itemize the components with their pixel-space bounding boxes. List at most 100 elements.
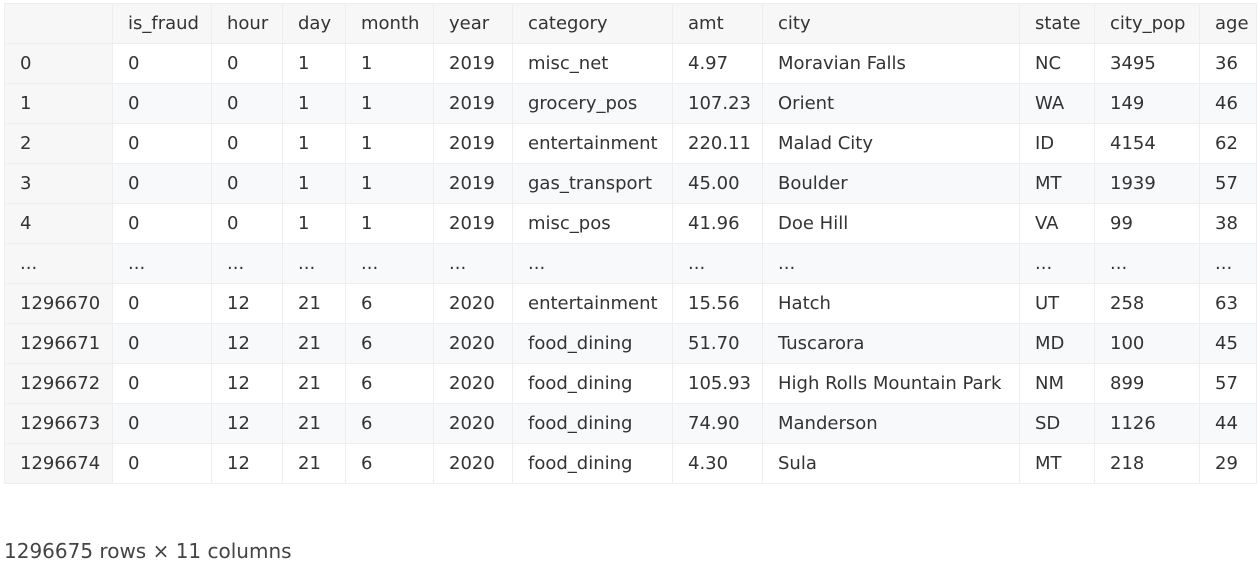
column-header: age [1199, 3, 1257, 44]
table-cell: 45.00 [672, 163, 763, 204]
table-cell: food_dining [512, 323, 673, 364]
table-summary: 1296675 rows × 11 columns [4, 539, 292, 563]
table-row: 1296671 0 12 21 6 2020 food_dining 51.70 Tuscaro… [4, 323, 1257, 364]
table-row: 1 0 0 1 1 2019 grocery_pos 107.23 Orient WA 149 46 [4, 83, 1257, 124]
table-cell: High Rolls Mountain Park [762, 363, 1020, 404]
table-cell: Tuscarora [762, 323, 1020, 364]
table-cell: food_dining [512, 363, 673, 404]
table-cell: 0 [112, 443, 212, 484]
table-cell: UT [1019, 283, 1095, 324]
table-cell: 218 [1094, 443, 1200, 484]
table-row: 2 0 0 1 1 2019 entertainment 220.11 Malad City ID… [4, 123, 1257, 164]
table-cell: 0 [112, 283, 212, 324]
table-cell: 2020 [433, 363, 513, 404]
column-header: month [345, 3, 434, 44]
table-cell: ... [282, 243, 346, 284]
table-cell: 0 [211, 43, 283, 84]
table-cell: ... [345, 243, 434, 284]
table-cell: misc_pos [512, 203, 673, 244]
row-index: ... [4, 243, 113, 284]
table-cell: 46 [1199, 83, 1257, 124]
table-cell: MD [1019, 323, 1095, 364]
table-cell: 0 [112, 363, 212, 404]
table-cell: 1 [345, 83, 434, 124]
table-cell: 74.90 [672, 403, 763, 444]
column-header: amt [672, 3, 763, 44]
table-cell: 12 [211, 403, 283, 444]
table-cell: 1 [282, 203, 346, 244]
table-cell: 6 [345, 403, 434, 444]
table-cell: 1 [345, 123, 434, 164]
table-cell: 899 [1094, 363, 1200, 404]
row-index: 1296673 [4, 403, 113, 444]
table-cell: 57 [1199, 163, 1257, 204]
dataframe-table: is_fraud hour day month year category amt city s… [4, 3, 1257, 484]
table-cell: 29 [1199, 443, 1257, 484]
column-header: state [1019, 3, 1095, 44]
table-cell: Sula [762, 443, 1020, 484]
column-header: city [762, 3, 1020, 44]
table-cell: 0 [112, 323, 212, 364]
table-cell: 2020 [433, 403, 513, 444]
table-cell: Doe Hill [762, 203, 1020, 244]
table-cell: 0 [112, 83, 212, 124]
table-cell: 0 [211, 123, 283, 164]
table-cell: ... [1019, 243, 1095, 284]
row-index: 1296670 [4, 283, 113, 324]
table-cell: NM [1019, 363, 1095, 404]
table-cell: 63 [1199, 283, 1257, 324]
table-cell: 15.56 [672, 283, 763, 324]
table-cell: 1 [282, 123, 346, 164]
table-cell: ID [1019, 123, 1095, 164]
table-cell: 51.70 [672, 323, 763, 364]
table-cell: 0 [112, 123, 212, 164]
table-row: 4 0 0 1 1 2019 misc_pos 41.96 Doe Hill VA 99 38 [4, 203, 1257, 244]
index-header [4, 3, 113, 44]
table-cell: 6 [345, 323, 434, 364]
table-cell: ... [762, 243, 1020, 284]
column-header: year [433, 3, 513, 44]
table-cell: SD [1019, 403, 1095, 444]
table-cell: 12 [211, 443, 283, 484]
table-cell: misc_net [512, 43, 673, 84]
table-cell: ... [211, 243, 283, 284]
table-cell: 1 [282, 43, 346, 84]
table-cell: 0 [211, 203, 283, 244]
row-index: 0 [4, 43, 113, 84]
table-cell: 100 [1094, 323, 1200, 364]
table-cell: 0 [211, 83, 283, 124]
table-cell: 3495 [1094, 43, 1200, 84]
table-cell: 21 [282, 443, 346, 484]
table-cell: 1939 [1094, 163, 1200, 204]
table-cell: food_dining [512, 403, 673, 444]
column-header: hour [211, 3, 283, 44]
table-cell: 1 [345, 43, 434, 84]
table-cell: 4154 [1094, 123, 1200, 164]
table-cell: Manderson [762, 403, 1020, 444]
row-index: 1296672 [4, 363, 113, 404]
table-cell: 6 [345, 363, 434, 404]
table-cell: 2020 [433, 283, 513, 324]
table-cell: 1126 [1094, 403, 1200, 444]
table-row: 1296674 0 12 21 6 2020 food_dining 4.30 Sula MT 21… [4, 443, 1257, 484]
table-cell: 2019 [433, 203, 513, 244]
table-cell: 1 [282, 83, 346, 124]
table-cell: 2019 [433, 43, 513, 84]
table-cell: WA [1019, 83, 1095, 124]
table-cell: 12 [211, 363, 283, 404]
table-cell: 21 [282, 403, 346, 444]
table-cell: 1 [345, 203, 434, 244]
table-cell: 220.11 [672, 123, 763, 164]
table-cell: entertainment [512, 283, 673, 324]
table-cell: 44 [1199, 403, 1257, 444]
table-cell: 12 [211, 283, 283, 324]
table-cell: 0 [112, 403, 212, 444]
table-cell: 6 [345, 283, 434, 324]
table-cell: 36 [1199, 43, 1257, 84]
table-header: is_fraud hour day month year category amt city s… [4, 3, 1257, 44]
table-cell: Boulder [762, 163, 1020, 204]
row-index: 1296674 [4, 443, 113, 484]
table-cell: ... [433, 243, 513, 284]
table-cell: MT [1019, 443, 1095, 484]
